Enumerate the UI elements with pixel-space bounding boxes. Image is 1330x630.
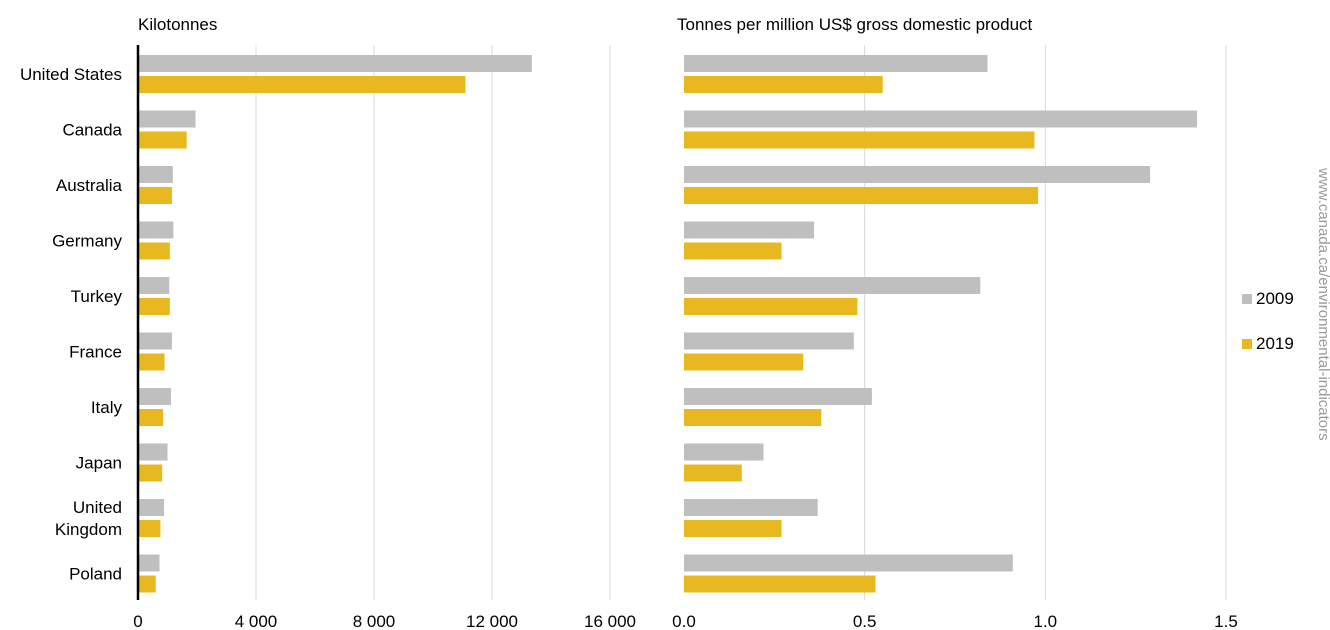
right-x-tick-label: 0.5 xyxy=(853,612,877,630)
right-bars xyxy=(684,55,1198,593)
category-label: Kingdom xyxy=(55,520,122,539)
category-label: Poland xyxy=(69,565,122,584)
right-bar-2019 xyxy=(684,76,883,93)
left-bar-2009 xyxy=(138,499,164,516)
right-x-tick-label: 1.5 xyxy=(1214,612,1238,630)
category-label: Turkey xyxy=(71,287,123,306)
legend-swatch-2019 xyxy=(1242,339,1252,349)
left-x-tick-label: 16 000 xyxy=(584,612,636,630)
left-x-tick-label: 8 000 xyxy=(353,612,396,630)
left-bars xyxy=(138,55,532,593)
right-bar-2019 xyxy=(684,131,1035,149)
right-x-tick-label: 0.0 xyxy=(672,612,696,630)
right-bar-2019 xyxy=(684,187,1039,204)
left-bar-2019 xyxy=(138,575,156,593)
category-label: France xyxy=(69,343,122,362)
left-panel-title: Kilotonnes xyxy=(138,15,217,34)
left-bar-2009 xyxy=(138,55,532,72)
left-bar-2019 xyxy=(138,464,163,482)
category-label: Australia xyxy=(56,176,123,195)
category-label: Japan xyxy=(76,454,122,473)
right-bar-2009 xyxy=(684,166,1151,183)
legend-label-2009: 2009 xyxy=(1256,289,1294,308)
right-bar-2019 xyxy=(684,575,876,593)
left-bar-2009 xyxy=(138,166,173,183)
left-bar-2009 xyxy=(138,110,196,128)
legend-swatch-2009 xyxy=(1242,294,1252,304)
left-bar-2019 xyxy=(138,76,466,93)
left-gridlines xyxy=(255,45,611,600)
left-bar-2009 xyxy=(138,554,160,572)
right-x-tick-label: 1.0 xyxy=(1034,612,1058,630)
right-bar-2009 xyxy=(684,110,1198,128)
category-label: Germany xyxy=(52,232,122,251)
right-bar-2009 xyxy=(684,499,818,516)
left-bar-2019 xyxy=(138,187,172,204)
right-bar-2009 xyxy=(684,277,981,294)
right-bar-2019 xyxy=(684,242,782,260)
right-bar-2019 xyxy=(684,353,804,371)
right-bar-2009 xyxy=(684,388,872,405)
source-url: www.canada.ca/environmental-indicators xyxy=(1315,167,1330,441)
right-bar-2009 xyxy=(684,55,988,72)
right-bar-2019 xyxy=(684,409,822,426)
right-bar-2009 xyxy=(684,221,815,239)
category-label: United xyxy=(73,498,122,517)
left-bar-2019 xyxy=(138,520,161,537)
left-bar-2019 xyxy=(138,298,170,315)
left-bar-2009 xyxy=(138,277,170,294)
left-bar-2019 xyxy=(138,353,165,371)
right-bar-2019 xyxy=(684,464,742,482)
left-x-tick-label: 4 000 xyxy=(235,612,278,630)
left-x-tick-labels: 0 4 000 8 000 12 000 16 000 xyxy=(133,612,636,630)
left-bar-2009 xyxy=(138,221,174,239)
left-bar-2019 xyxy=(138,131,187,149)
right-panel-title: Tonnes per million US$ gross domestic pr… xyxy=(677,15,1033,34)
right-bar-2019 xyxy=(684,298,858,315)
left-bar-2009 xyxy=(138,443,168,461)
right-bar-2009 xyxy=(684,443,764,461)
legend-label-2019: 2019 xyxy=(1256,334,1294,353)
right-x-tick-labels: 0.0 0.5 1.0 1.5 xyxy=(672,612,1238,630)
left-bar-2009 xyxy=(138,388,172,405)
left-bar-2019 xyxy=(138,409,164,426)
left-bar-2009 xyxy=(138,332,172,350)
right-gridlines xyxy=(864,45,1227,600)
left-bar-2019 xyxy=(138,242,170,260)
left-x-tick-label: 0 xyxy=(133,612,142,630)
left-panel-kilotonnes: Kilotonnes United States Canada Australia G… xyxy=(20,15,636,630)
legend: 2009 2019 xyxy=(1242,289,1294,353)
category-label: United States xyxy=(20,65,122,84)
right-bar-2009 xyxy=(684,332,854,350)
category-label: Canada xyxy=(62,121,122,140)
category-label: Italy xyxy=(91,398,123,417)
category-labels: United States Canada Australia Germany Turke… xyxy=(20,65,123,584)
right-bar-2009 xyxy=(684,554,1013,572)
right-panel-intensity: Tonnes per million US$ gross domestic pr… xyxy=(672,15,1238,630)
left-x-tick-label: 12 000 xyxy=(466,612,518,630)
right-bar-2019 xyxy=(684,520,782,537)
